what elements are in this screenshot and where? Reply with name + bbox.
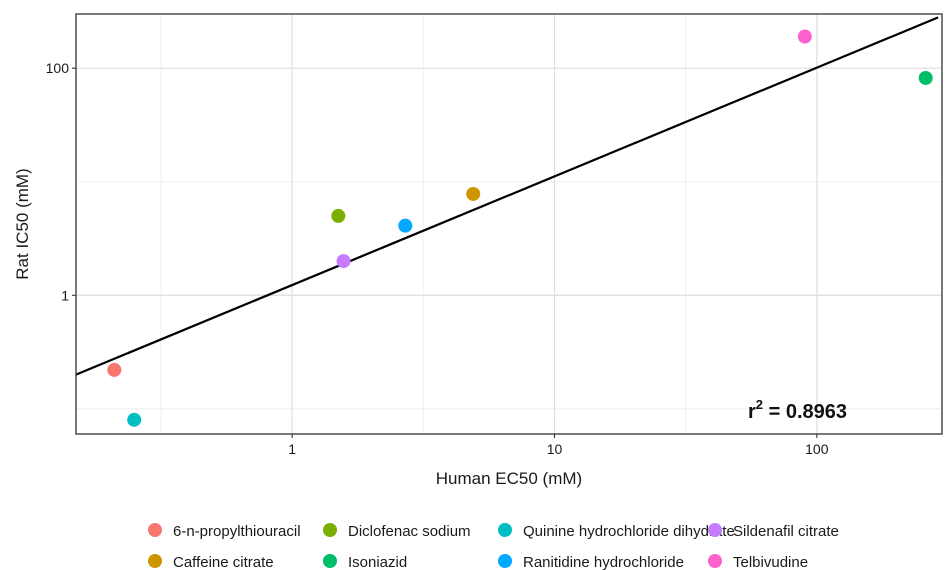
- x-tick-label: 10: [547, 441, 563, 457]
- plot-panel-border: [75, 13, 943, 435]
- legend-label: Telbivudine: [733, 554, 808, 570]
- legend-key-caffeine-citrate: [148, 554, 162, 568]
- legend-key-isoniazid: [323, 554, 337, 568]
- legend-item-ranitidine-hydrochloride: Ranitidine hydrochloride: [498, 554, 684, 570]
- x-axis: 1 10 100: [288, 434, 829, 457]
- fit-line-group: [75, 16, 939, 376]
- legend-label: Quinine hydrochloride dihydrate: [523, 523, 735, 540]
- legend-key-diclofenac-sodium: [323, 523, 337, 537]
- legend-key-6-n-propylthiouracil: [148, 523, 162, 537]
- legend-key-telbivudine: [708, 554, 722, 568]
- legend-label: Ranitidine hydrochloride: [523, 554, 684, 570]
- y-axis: 1 100: [46, 60, 76, 303]
- legend-item-sildenafil-citrate: Sildenafil citrate: [708, 523, 839, 540]
- data-point-quinine-hydrochloride-dihydrate: [127, 412, 142, 427]
- r-squared-prefix: r: [748, 401, 756, 423]
- data-points: [107, 29, 933, 427]
- data-point-diclofenac-sodium: [331, 208, 346, 223]
- legend-label: Sildenafil citrate: [733, 523, 839, 540]
- legend-key-ranitidine-hydrochloride: [498, 554, 512, 568]
- y-axis-title: Rat IC50 (mM): [13, 168, 32, 279]
- r-squared-value: = 0.8963: [763, 401, 847, 423]
- fit-line: [75, 16, 939, 376]
- legend: 6-n-propylthiouracil Diclofenac sodium Qui…: [148, 523, 839, 570]
- x-tick-label: 1: [288, 441, 296, 457]
- data-point-isoniazid: [918, 70, 933, 85]
- y-tick-label: 100: [46, 60, 70, 76]
- legend-label: Diclofenac sodium: [348, 523, 471, 540]
- legend-label: Caffeine citrate: [173, 554, 274, 570]
- legend-key-sildenafil-citrate: [708, 523, 722, 537]
- data-point-ranitidine-hydrochloride: [398, 218, 413, 233]
- legend-label: 6-n-propylthiouracil: [173, 523, 301, 540]
- r-squared-annotation: r2 = 0.8963: [748, 397, 847, 423]
- legend-key-quinine-hydrochloride-dihydrate: [498, 523, 512, 537]
- grid: [76, 14, 942, 434]
- legend-item-quinine-hydrochloride-dihydrate: Quinine hydrochloride dihydrate: [498, 523, 735, 540]
- data-point-sildenafil-citrate: [336, 254, 351, 269]
- legend-item-isoniazid: Isoniazid: [323, 554, 407, 570]
- legend-item-6-n-propylthiouracil: 6-n-propylthiouracil: [148, 523, 301, 540]
- data-point-caffeine-citrate: [466, 186, 481, 201]
- x-axis-title: Human EC50 (mM): [436, 469, 582, 488]
- y-tick-label: 1: [61, 287, 69, 303]
- data-point-6-n-propylthiouracil: [107, 362, 122, 377]
- data-point-telbivudine: [797, 29, 812, 44]
- legend-item-caffeine-citrate: Caffeine citrate: [148, 554, 274, 570]
- legend-label: Isoniazid: [348, 554, 407, 570]
- r-squared-superscript: 2: [756, 397, 763, 412]
- x-tick-label: 100: [805, 441, 829, 457]
- legend-item-diclofenac-sodium: Diclofenac sodium: [323, 523, 471, 540]
- legend-item-telbivudine: Telbivudine: [708, 554, 808, 570]
